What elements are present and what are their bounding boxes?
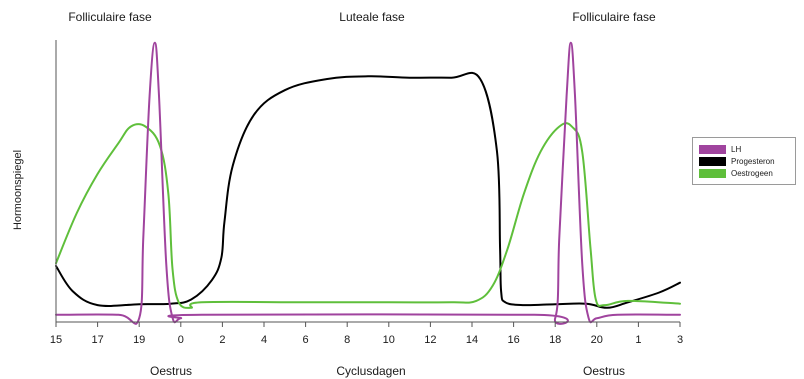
legend-item-lh: LH bbox=[699, 143, 789, 155]
oestrus-label-1: Oestrus bbox=[149, 364, 193, 378]
x-tick-label: 19 bbox=[133, 334, 145, 346]
legend-swatch-lh bbox=[699, 144, 726, 154]
legend-label-progesteron: Progesteron bbox=[731, 156, 775, 166]
x-tick-label: 18 bbox=[549, 334, 561, 346]
legend-item-oestrogeen: Oestrogeen bbox=[699, 167, 789, 179]
legend-swatch-oestrogeen bbox=[699, 168, 726, 178]
chart-legend: LH Progesteron Oestrogeen bbox=[692, 137, 796, 185]
x-tick-label: 0 bbox=[178, 334, 184, 346]
x-tick-label: 15 bbox=[50, 334, 62, 346]
legend-item-progesteron: Progesteron bbox=[699, 155, 789, 167]
x-tick-label: 17 bbox=[91, 334, 103, 346]
phase-label-follicular-1: Folliculaire fase bbox=[68, 10, 152, 24]
phase-label-luteal: Luteale fase bbox=[339, 10, 405, 24]
x-axis-label: Cyclusdagen bbox=[336, 364, 406, 378]
legend-label-oestrogeen: Oestrogeen bbox=[731, 168, 773, 178]
oestrus-label-2: Oestrus bbox=[582, 364, 626, 378]
x-tick-label: 1 bbox=[635, 334, 641, 346]
legend-swatch-progesteron bbox=[699, 156, 726, 166]
x-tick-label: 12 bbox=[424, 334, 436, 346]
series-line-oestrogeen bbox=[55, 122, 681, 309]
x-tick-label: 3 bbox=[677, 334, 683, 346]
x-tick-label: 8 bbox=[344, 334, 350, 346]
x-tick-label: 14 bbox=[466, 334, 478, 346]
series-line-progesteron bbox=[55, 71, 681, 309]
x-tick-label: 10 bbox=[383, 334, 395, 346]
x-tick-label: 20 bbox=[591, 334, 603, 346]
series-line-lh bbox=[55, 41, 681, 325]
x-tick-label: 4 bbox=[261, 334, 267, 346]
x-tick-label: 6 bbox=[303, 334, 309, 346]
x-tick-label: 2 bbox=[219, 334, 225, 346]
phase-label-follicular-2: Folliculaire fase bbox=[572, 10, 656, 24]
x-tick-label: 16 bbox=[507, 334, 519, 346]
legend-label-lh: LH bbox=[731, 144, 742, 154]
